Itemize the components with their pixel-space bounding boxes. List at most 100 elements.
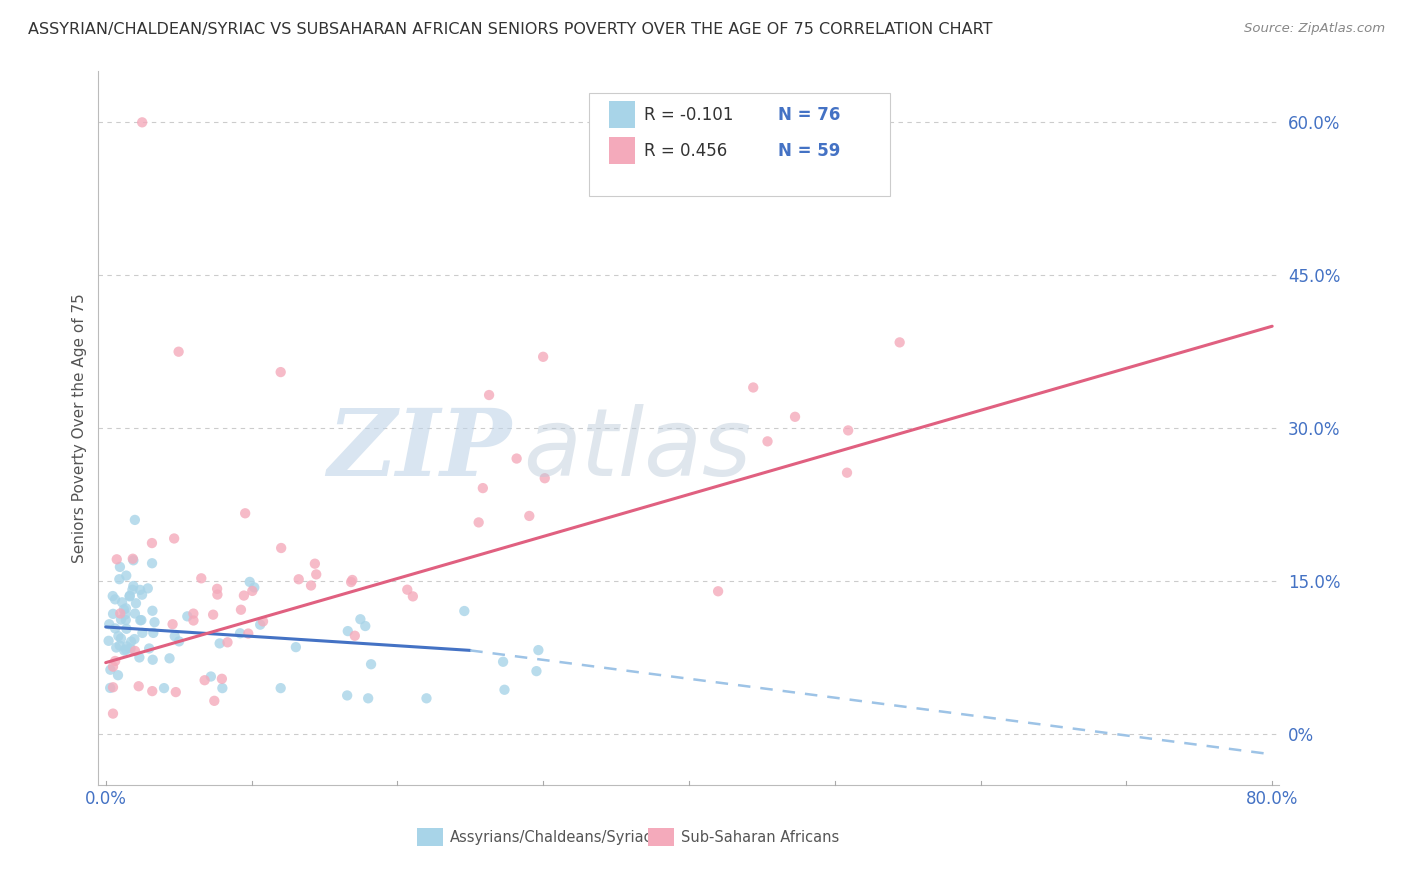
Point [138, 641, 160, 656]
Point [97, 633, 120, 648]
Point [124, 607, 146, 621]
Point [167, 344, 190, 359]
Point [340, 575, 363, 590]
Point [118, 590, 141, 604]
Point [756, 434, 779, 449]
Point [742, 380, 765, 394]
Point [243, 581, 266, 595]
Point [208, 636, 231, 650]
Point [207, 588, 229, 602]
Point [252, 615, 274, 629]
Point [211, 681, 233, 695]
Point [112, 643, 135, 657]
Point [98, 681, 121, 695]
Point [165, 685, 187, 699]
Point [124, 513, 146, 527]
Point [889, 335, 911, 350]
Point [115, 640, 138, 654]
Point [121, 582, 143, 597]
Point [232, 589, 254, 603]
Text: Source: ZipAtlas.com: Source: ZipAtlas.com [1244, 22, 1385, 36]
Point [167, 634, 190, 648]
Point [104, 592, 127, 607]
Point [238, 626, 260, 640]
Point [526, 664, 548, 678]
Point [110, 613, 132, 627]
Point [239, 574, 262, 589]
Point [402, 590, 425, 604]
Point [211, 672, 233, 686]
Point [176, 609, 198, 624]
Point [101, 680, 124, 694]
Point [517, 508, 540, 523]
Point [453, 604, 475, 618]
Point [305, 567, 328, 582]
Point [336, 689, 359, 703]
Point [128, 679, 150, 693]
FancyBboxPatch shape [609, 137, 634, 164]
Text: Assyrians/Chaldeans/Syriacs: Assyrians/Chaldeans/Syriacs [450, 830, 661, 845]
Point [131, 626, 153, 640]
Point [162, 617, 184, 632]
Point [270, 541, 292, 555]
Text: R = -0.101: R = -0.101 [644, 106, 734, 124]
Point [131, 588, 153, 602]
Point [287, 572, 309, 586]
Point [129, 613, 152, 627]
Point [141, 536, 163, 550]
Point [141, 684, 163, 698]
Point [304, 557, 326, 571]
Point [471, 481, 494, 495]
Text: R = 0.456: R = 0.456 [644, 142, 727, 160]
Point [415, 691, 437, 706]
Point [190, 571, 212, 585]
Point [129, 582, 152, 597]
Point [396, 582, 419, 597]
Point [107, 668, 129, 682]
Point [159, 651, 181, 665]
Point [342, 573, 364, 587]
Point [336, 624, 359, 639]
Point [217, 635, 239, 649]
Point [354, 619, 377, 633]
Text: ASSYRIAN/CHALDEAN/SYRIAC VS SUBSAHARAN AFRICAN SENIORS POVERTY OVER THE AGE OF 7: ASSYRIAN/CHALDEAN/SYRIAC VS SUBSAHARAN A… [28, 22, 993, 37]
Point [835, 466, 858, 480]
Point [707, 584, 730, 599]
Point [837, 424, 859, 438]
Point [120, 641, 142, 656]
Point [249, 617, 271, 632]
Point [143, 615, 166, 630]
Point [131, 613, 153, 627]
Point [183, 614, 205, 628]
Point [105, 552, 128, 566]
Point [128, 650, 150, 665]
Point [343, 629, 366, 643]
FancyBboxPatch shape [609, 102, 634, 128]
Point [205, 582, 228, 596]
Point [284, 640, 307, 654]
Point [115, 642, 138, 657]
Point [202, 694, 225, 708]
Point [108, 572, 131, 586]
Text: 0.0%: 0.0% [84, 790, 127, 808]
Point [492, 655, 515, 669]
Point [299, 578, 322, 592]
Point [531, 350, 554, 364]
FancyBboxPatch shape [589, 93, 890, 196]
Point [467, 516, 489, 530]
Point [121, 551, 143, 566]
Point [114, 607, 136, 622]
Point [494, 682, 516, 697]
Point [200, 669, 222, 683]
Point [163, 629, 186, 643]
Point [114, 613, 136, 627]
Point [233, 506, 256, 520]
Point [101, 659, 124, 673]
Point [270, 365, 292, 379]
Point [141, 556, 163, 570]
Point [100, 663, 122, 677]
Point [349, 612, 371, 626]
Point [122, 579, 145, 593]
Point [101, 589, 124, 603]
Text: ZIP: ZIP [328, 405, 512, 494]
